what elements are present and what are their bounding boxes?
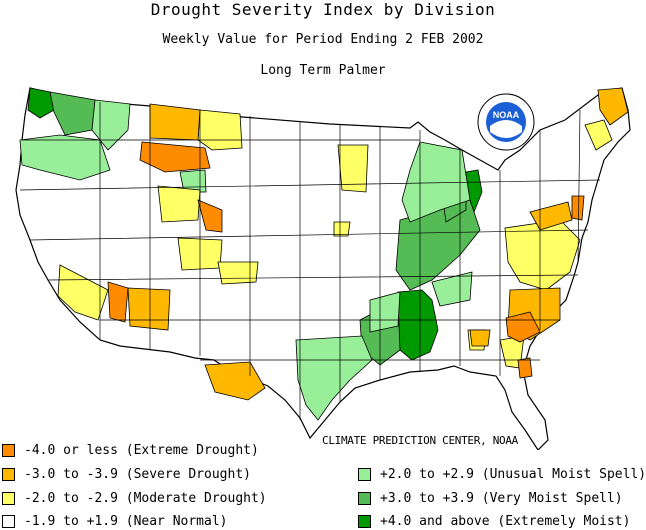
unusual-moist-regions <box>19 99 473 421</box>
legend-swatch <box>358 467 371 481</box>
legend-item-near-normal: -1.9 to +1.9 (Near Normal) <box>2 513 228 529</box>
region-idaho-central <box>139 141 211 173</box>
legend-label: -2.0 to -2.9 (Moderate Drought) <box>24 490 267 506</box>
region-louisiana <box>469 329 491 347</box>
credit-text: CLIMATE PREDICTION CENTER, NOAA <box>322 434 518 447</box>
boundary-lines-horizontal <box>19 139 601 361</box>
legend-swatch <box>358 491 371 505</box>
division-boundaries <box>19 102 601 420</box>
region-dakotas <box>337 144 369 193</box>
boundary-lines-west <box>99 102 251 376</box>
legend-label: -4.0 or less (Extreme Drought) <box>24 442 259 458</box>
moderate-drought-regions <box>57 109 613 369</box>
legend-item-severe-drought: -3.0 to -3.9 (Severe Drought) <box>2 466 251 482</box>
region-montana-west <box>149 103 201 141</box>
map-subtitle: Weekly Value for Period Ending 2 FEB 200… <box>162 32 484 47</box>
legend-swatch <box>2 514 15 528</box>
index-name: Long Term Palmer <box>260 63 386 78</box>
region-ny-pa <box>529 201 573 231</box>
noaa-seal-icon: NOAA <box>477 93 535 151</box>
region-kansas <box>333 221 351 237</box>
region-florida-east <box>517 357 533 379</box>
region-nevada-south <box>127 287 171 331</box>
region-arizona-central <box>107 281 129 323</box>
region-wyoming-west <box>197 199 223 233</box>
region-montana-central <box>197 109 243 151</box>
legend-item-extremely-moist: +4.0 and above (Extremely Moist) <box>358 513 630 529</box>
region-ohio-valley <box>395 199 481 291</box>
region-arkansas <box>369 291 401 333</box>
region-wa-coast <box>27 87 55 119</box>
region-maine-north <box>597 87 629 126</box>
noaa-logo-text: NOAA <box>493 110 520 120</box>
legend-item-unusual-moist: +2.0 to +2.9 (Unusual Moist Spell) <box>358 466 646 482</box>
map-title: Drought Severity Index by Division <box>150 0 496 19</box>
region-new-jersey <box>571 195 585 221</box>
region-tennessee <box>431 271 473 307</box>
legend-label: -3.0 to -3.9 (Severe Drought) <box>24 466 251 482</box>
region-mid-atlantic <box>504 219 581 291</box>
region-texas-east <box>295 335 373 421</box>
extreme-drought-regions <box>107 141 585 379</box>
legend-label: +2.0 to +2.9 (Unusual Moist Spell) <box>380 466 646 482</box>
legend-swatch <box>2 491 15 505</box>
region-wyoming-small <box>179 169 207 193</box>
region-georgia-carolina <box>505 311 541 343</box>
region-new-mexico <box>217 261 259 285</box>
boundary-lines-east <box>459 109 581 376</box>
legend-item-moderate-drought: -2.0 to -2.9 (Moderate Drought) <box>2 490 267 506</box>
legend-label: -1.9 to +1.9 (Near Normal) <box>24 513 228 529</box>
us-climate-division-map <box>15 87 631 450</box>
region-pacific-northwest <box>19 134 111 181</box>
region-idaho-south <box>157 185 201 223</box>
region-maine-south <box>584 119 613 151</box>
legend-swatch <box>2 443 15 457</box>
boundary-lines-central <box>299 122 421 420</box>
legend-swatch <box>2 467 15 481</box>
legend-label: +4.0 and above (Extremely Moist) <box>380 513 631 529</box>
region-great-lakes <box>401 141 471 223</box>
legend-item-extreme-drought: -4.0 or less (Extreme Drought) <box>2 442 259 458</box>
legend-item-very-moist: +3.0 to +3.9 (Very Moist Spell) <box>358 490 623 506</box>
legend-swatch <box>358 514 371 528</box>
region-wa-west <box>49 91 96 136</box>
legend-label: +3.0 to +3.9 (Very Moist Spell) <box>380 490 623 506</box>
